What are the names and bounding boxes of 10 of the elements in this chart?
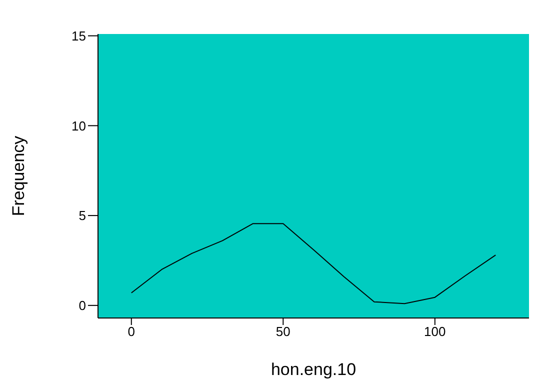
y-tick-label: 0 bbox=[78, 298, 86, 314]
x-tick-label: 100 bbox=[424, 324, 446, 340]
y-tick-label: 10 bbox=[72, 118, 86, 134]
x-tick-label: 50 bbox=[276, 324, 290, 340]
y-axis-title: Frequency bbox=[9, 135, 28, 216]
x-tick-label: 0 bbox=[128, 324, 136, 340]
line-series bbox=[130, 223, 496, 304]
y-tick-label: 5 bbox=[78, 208, 86, 224]
y-tick-label: 15 bbox=[72, 28, 86, 44]
x-axis-title: hon.eng.10 bbox=[270, 360, 356, 379]
